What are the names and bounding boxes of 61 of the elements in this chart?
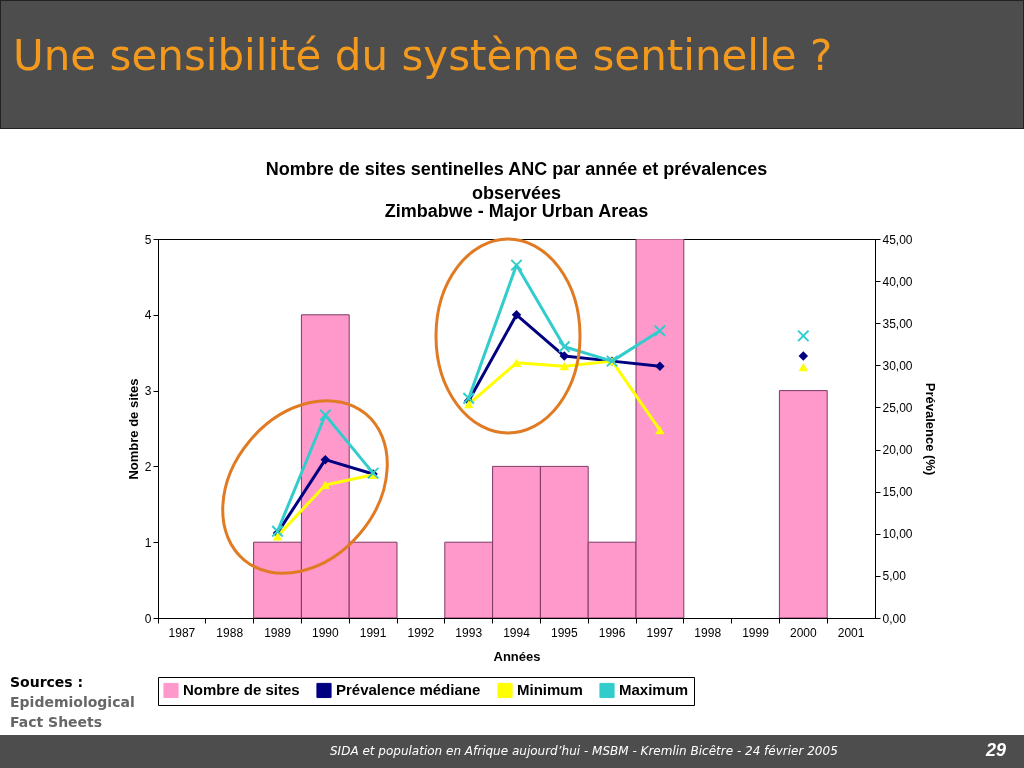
x-tick-label: 1993 <box>455 625 483 640</box>
x-tick-label: 1990 <box>311 625 339 640</box>
point <box>319 408 332 422</box>
legend-label: Prévalence médiane <box>336 681 481 699</box>
y2-tick-label: 5,00 <box>882 569 907 584</box>
x-tick-label: 1988 <box>216 625 244 640</box>
y2-tick-label: 35,00 <box>882 316 913 331</box>
text: Zimbabwe - Major Urban Areas <box>384 201 649 221</box>
point <box>655 361 665 371</box>
y-tick-label: 2 <box>144 459 152 474</box>
legend-label: Nombre de sites <box>183 681 300 699</box>
x-tick-label: 1995 <box>550 625 578 640</box>
point <box>462 391 475 405</box>
x-tick-label: 1999 <box>742 625 770 640</box>
y-tick-label: 4 <box>144 308 152 323</box>
y2-axis-title: Prévalence (%) <box>922 382 938 476</box>
chart-subtitle: Nombre de sites sentinelles ANC par année et prévalences observées <box>265 159 768 203</box>
point <box>653 324 667 338</box>
y-axis-title: Nombre de sites <box>125 378 141 480</box>
y2-tick-label: 40,00 <box>882 274 913 289</box>
x-tick-label: 1998 <box>694 625 722 640</box>
x-tick-label: 2001 <box>837 625 865 640</box>
y2-tick-label: 25,00 <box>882 400 913 415</box>
point <box>558 340 571 354</box>
x-axis-title: Années <box>493 648 541 664</box>
point <box>511 310 522 320</box>
legend-label: Maximum <box>619 681 689 699</box>
bar <box>778 390 828 618</box>
point <box>320 480 331 490</box>
x-tick-label: 1991 <box>359 625 387 640</box>
source-note: Sources : Epidemiological Fact Sheets <box>10 673 136 732</box>
x-tick-label: 1989 <box>264 625 292 640</box>
x-tick-label: 1994 <box>503 625 531 640</box>
point <box>559 362 570 371</box>
point <box>798 351 809 361</box>
y-tick-label: 3 <box>144 384 152 399</box>
y2-tick-label: 0,00 <box>882 611 907 626</box>
y2-tick-label: 45,00 <box>882 232 913 247</box>
y2-tick-label: 20,00 <box>882 443 913 458</box>
y-tick-label: 1 <box>144 535 152 550</box>
y2-tick-label: 15,00 <box>882 485 913 500</box>
point <box>655 426 665 435</box>
x-tick-label: 2000 <box>789 625 817 640</box>
point <box>797 329 810 343</box>
point <box>510 258 523 272</box>
text: 29 <box>985 740 1006 761</box>
x-tick-label: 1997 <box>646 625 674 640</box>
y2-tick-label: 30,00 <box>882 358 913 373</box>
point <box>463 399 474 409</box>
x-tick-label: 1996 <box>598 625 626 640</box>
point <box>798 362 809 372</box>
chart-title: Une sensibilité du système sentinelle ? <box>12 30 834 80</box>
point <box>320 454 331 465</box>
legend-label: Minimum <box>517 681 583 699</box>
x-tick-label: 1992 <box>407 625 435 640</box>
y-tick-label: 5 <box>144 232 152 247</box>
y-tick-label: 0 <box>144 611 152 626</box>
x-tick-label: 1987 <box>168 625 196 640</box>
text: SIDA et population en Afrique aujourd’hui - MSBM - Kremlin Bicêtre - 24 février 2005 <box>330 744 838 758</box>
point <box>272 532 283 541</box>
y2-tick-label: 10,00 <box>882 527 913 542</box>
